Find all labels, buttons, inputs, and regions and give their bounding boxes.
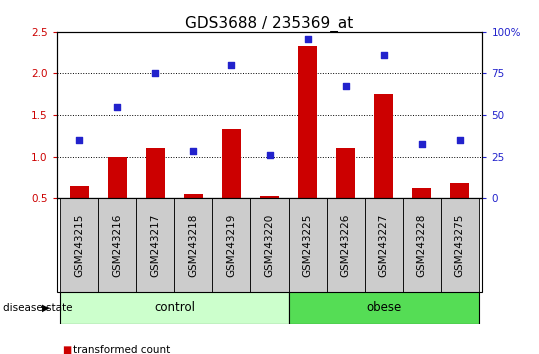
Bar — [288, 292, 479, 324]
Point — [341, 83, 350, 89]
Point — [303, 36, 312, 41]
Text: GSM243275: GSM243275 — [454, 213, 465, 277]
Bar — [412, 188, 431, 198]
Point — [379, 52, 388, 58]
Text: GSM243228: GSM243228 — [417, 213, 426, 277]
Bar — [184, 194, 203, 198]
Title: GDS3688 / 235369_at: GDS3688 / 235369_at — [185, 16, 354, 32]
Bar — [450, 183, 469, 198]
Point — [265, 152, 274, 158]
Text: disease state: disease state — [3, 303, 72, 313]
Bar — [298, 46, 317, 198]
Text: GSM243217: GSM243217 — [150, 213, 161, 277]
Point — [227, 62, 236, 68]
Bar — [175, 198, 212, 292]
Text: GSM243227: GSM243227 — [378, 213, 389, 277]
Bar — [70, 186, 89, 198]
Point — [151, 71, 160, 76]
Bar — [374, 94, 393, 198]
Text: obese: obese — [366, 302, 401, 314]
Point — [417, 141, 426, 147]
Text: ■: ■ — [62, 345, 71, 354]
Bar — [251, 198, 288, 292]
Bar — [60, 292, 288, 324]
Bar — [364, 198, 403, 292]
Bar — [212, 198, 251, 292]
Bar — [60, 198, 99, 292]
Bar — [146, 148, 165, 198]
Bar — [108, 156, 127, 198]
Text: GSM243219: GSM243219 — [226, 213, 237, 277]
Point — [455, 137, 464, 143]
Bar — [288, 198, 327, 292]
Bar — [260, 196, 279, 198]
Text: GSM243216: GSM243216 — [113, 213, 122, 277]
Point — [75, 137, 84, 143]
Bar — [136, 198, 175, 292]
Text: control: control — [154, 302, 195, 314]
Point — [113, 104, 122, 110]
Text: ▶: ▶ — [42, 303, 50, 313]
Text: GSM243218: GSM243218 — [189, 213, 198, 277]
Text: transformed count: transformed count — [73, 345, 170, 354]
Point — [189, 148, 198, 154]
Text: GSM243226: GSM243226 — [341, 213, 350, 277]
Text: GSM243225: GSM243225 — [302, 213, 313, 277]
Bar — [222, 129, 241, 198]
Bar — [99, 198, 136, 292]
Bar — [327, 198, 364, 292]
Bar — [403, 198, 440, 292]
Bar — [336, 148, 355, 198]
Bar — [440, 198, 479, 292]
Text: GSM243215: GSM243215 — [74, 213, 85, 277]
Text: GSM243220: GSM243220 — [265, 213, 274, 277]
